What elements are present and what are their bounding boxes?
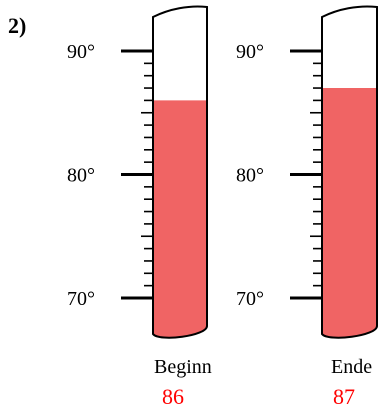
thermometer-ende: 70° 80° 90° Ende 87 xyxy=(236,5,378,409)
tube-outline xyxy=(321,5,378,339)
scale-label: 80° xyxy=(236,165,264,187)
thermometer-beginn: 70° 80° 90° Beginn 86 xyxy=(67,5,212,409)
scale-label: 70° xyxy=(236,288,264,310)
liquid-fill xyxy=(322,88,377,338)
scale-label: 70° xyxy=(67,288,95,310)
scale-label: 80° xyxy=(67,165,95,187)
liquid-fill xyxy=(153,100,207,338)
thermometer-label: Beginn xyxy=(154,356,212,378)
temperature-value: 86 xyxy=(162,384,184,409)
scale-label: 90° xyxy=(67,41,95,63)
temperature-value: 87 xyxy=(333,384,355,409)
thermometer-label: Ende xyxy=(331,356,372,378)
problem-number: 2) xyxy=(8,13,26,38)
tube-outline xyxy=(152,5,208,339)
scale-label: 90° xyxy=(236,41,264,63)
